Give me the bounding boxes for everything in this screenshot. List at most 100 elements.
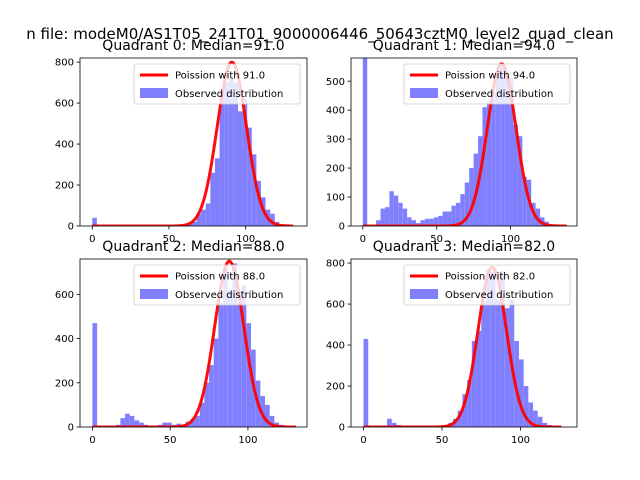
- y-tick-label: 200: [55, 181, 74, 192]
- histogram-bar: [232, 263, 238, 427]
- histogram-bar: [237, 111, 243, 226]
- x-tick-label: 50: [164, 435, 177, 446]
- histogram-bar: [204, 382, 210, 427]
- histogram-bar: [486, 101, 492, 226]
- histogram-bar: [491, 92, 496, 226]
- legend-bar-label: Observed distribution: [445, 290, 553, 301]
- y-tick-label: 800: [55, 58, 74, 69]
- histogram-bar: [462, 394, 468, 427]
- histogram-bar: [139, 422, 144, 427]
- histogram-bar: [213, 338, 219, 427]
- histogram-bar: [387, 418, 392, 427]
- y-tick-label: 600: [55, 290, 74, 301]
- histogram-bar: [513, 124, 518, 226]
- histogram-bar: [457, 410, 463, 427]
- x-tick-label: 0: [89, 234, 95, 245]
- histogram-bars: [362, 58, 554, 226]
- legend-bar-label: Observed distribution: [175, 89, 283, 100]
- poisson-curve: [362, 265, 563, 427]
- histogram-bar: [205, 203, 211, 226]
- y-tick-label: 200: [326, 382, 345, 393]
- histogram-bar: [199, 402, 205, 427]
- histogram-bar: [237, 303, 242, 427]
- histogram-bar: [411, 220, 416, 226]
- histogram-bar: [420, 220, 425, 226]
- histogram-bar: [228, 78, 234, 226]
- histogram-bar: [247, 127, 252, 226]
- histogram-bar: [495, 299, 501, 427]
- legend-line-label: Poission with 91.0: [175, 71, 265, 82]
- legend: Poission with 94.0 Observed distribution: [403, 63, 571, 105]
- subplot-title: Quadrant 0: Median=91.0: [102, 38, 284, 54]
- legend-bar-label: Observed distribution: [445, 89, 553, 100]
- x-tick-label: 50: [163, 234, 176, 245]
- histogram-bar: [190, 419, 196, 427]
- legend-box: [403, 63, 571, 105]
- histogram-bar: [269, 415, 275, 427]
- x-tick-label: 100: [501, 234, 520, 245]
- histogram-bar: [537, 416, 543, 427]
- y-tick-label: 200: [326, 164, 345, 175]
- histogram-bar: [246, 323, 252, 427]
- histogram-bar: [451, 205, 456, 226]
- y-tick-label: 400: [55, 334, 74, 345]
- histogram-bar: [120, 418, 126, 427]
- legend-bar-label: Observed distribution: [175, 290, 283, 301]
- figure-suptitle: n file: modeM0/AS1T05_241T01_9000006446_…: [26, 25, 613, 44]
- histogram-bar: [227, 289, 233, 427]
- histogram-bar: [224, 82, 229, 226]
- histogram-bar: [495, 69, 501, 226]
- histogram-bar: [500, 66, 505, 226]
- poisson-curve: [91, 60, 294, 226]
- histogram-bar: [218, 303, 224, 427]
- histogram-bar: [270, 213, 275, 226]
- legend-line-label: Poission with 82.0: [445, 272, 535, 283]
- y-tick-label: 200: [55, 378, 74, 389]
- y-tick-label: 0: [68, 222, 74, 233]
- histogram-bar: [210, 172, 215, 226]
- histogram-bar: [398, 202, 403, 226]
- legend: Poission with 88.0 Observed distribution: [133, 264, 301, 306]
- histogram-bar: [242, 98, 248, 226]
- histogram-bar: [191, 221, 197, 226]
- histogram-bar: [528, 402, 534, 427]
- legend-line-label: Poission with 88.0: [175, 272, 265, 283]
- histogram-bar: [481, 302, 486, 427]
- histogram-bar: [125, 413, 130, 427]
- poisson-curve: [91, 259, 297, 427]
- legend-bar-swatch: [410, 289, 438, 299]
- axes-frame: [79, 258, 308, 428]
- axes-frame: [79, 57, 308, 227]
- histogram-bar: [195, 415, 200, 427]
- histogram-bar: [471, 340, 477, 427]
- histogram-bar: [533, 410, 538, 427]
- histogram-bar: [500, 271, 505, 427]
- histogram-bar: [167, 422, 172, 427]
- histogram-bar: [504, 72, 510, 226]
- subplot-title: Quadrant 1: Median=94.0: [373, 38, 555, 54]
- histogram-bar: [518, 359, 524, 427]
- histogram-bar: [542, 422, 548, 427]
- subplots: 0 50 100 0 200 400 600 800 Quadrant 0: Median=91…: [55, 38, 578, 446]
- histogram-bar: [490, 271, 496, 427]
- axes-frame: [350, 258, 578, 428]
- y-tick-label: 600: [326, 300, 345, 311]
- histogram-bar: [362, 58, 368, 226]
- subplot-quadrant-3: 0 50 100 0 200 400 600 800 Quadrant 3: Median=82…: [326, 239, 578, 446]
- histogram-bar: [389, 191, 394, 226]
- y-tick-label: 600: [55, 99, 74, 110]
- legend: Poission with 91.0 Observed distribution: [133, 63, 301, 105]
- histogram-bar: [523, 386, 529, 427]
- x-tick-label: 50: [430, 234, 443, 245]
- histogram-bar: [196, 213, 202, 226]
- histogram-bar: [447, 211, 452, 226]
- histogram-bar: [129, 415, 135, 427]
- x-tick-label: 0: [360, 435, 366, 446]
- poisson-curve: [362, 62, 568, 226]
- histogram-bar: [476, 330, 482, 427]
- histogram-bar: [134, 420, 140, 427]
- y-tick-label: 400: [326, 106, 345, 117]
- legend-box: [403, 264, 571, 306]
- y-tick-label: 500: [326, 77, 345, 88]
